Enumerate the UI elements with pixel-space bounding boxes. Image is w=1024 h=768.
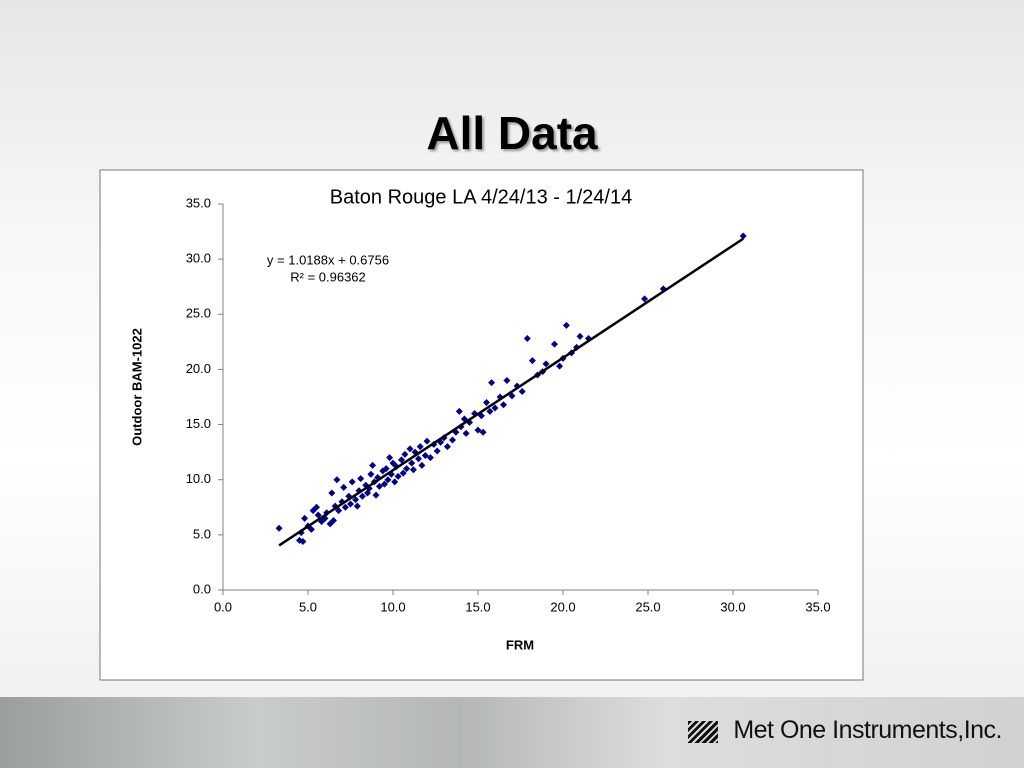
y-tick-label: 5.0 <box>193 526 211 541</box>
point <box>415 455 422 463</box>
point <box>426 454 434 462</box>
point <box>347 500 354 508</box>
point <box>556 362 564 370</box>
point <box>449 436 456 444</box>
point <box>382 465 390 473</box>
point <box>372 491 380 499</box>
point <box>562 321 570 329</box>
point <box>523 335 531 343</box>
chart-frame <box>99 169 864 681</box>
point <box>348 478 356 486</box>
point <box>384 476 392 484</box>
point <box>423 437 431 445</box>
point <box>367 470 375 478</box>
logo-icon <box>688 721 718 743</box>
point <box>394 472 402 480</box>
point <box>358 492 366 500</box>
point <box>313 503 320 511</box>
point <box>314 511 322 519</box>
y-tick-label: 20.0 <box>186 361 211 376</box>
x-tick-label: 20.0 <box>550 599 575 614</box>
point <box>491 404 499 412</box>
point <box>518 387 526 395</box>
point <box>483 399 490 407</box>
y-tick-label: 15.0 <box>186 416 211 431</box>
point <box>398 456 405 464</box>
point <box>474 426 482 434</box>
logo: Met One Instruments,Inc. <box>733 716 1002 744</box>
trendline <box>278 237 744 547</box>
point <box>333 476 341 484</box>
point <box>421 451 429 459</box>
point <box>330 517 337 525</box>
chart-title: Baton Rouge LA 4/24/13 - 1/24/14 <box>330 186 632 208</box>
point <box>335 507 343 515</box>
point <box>409 466 417 474</box>
point <box>299 537 307 545</box>
y-tick-label: 30.0 <box>186 251 211 266</box>
point <box>418 461 426 469</box>
y-tick-label: 10.0 <box>186 471 211 486</box>
point <box>443 443 451 451</box>
point <box>357 475 365 483</box>
point <box>528 357 536 365</box>
point <box>341 503 349 511</box>
point <box>576 332 584 340</box>
y-tick-label: 0.0 <box>193 581 211 596</box>
point <box>353 502 361 510</box>
y-tick-label: 35.0 <box>186 195 211 210</box>
x-tick-label: 15.0 <box>465 599 490 614</box>
point <box>488 379 496 387</box>
x-tick-label: 35.0 <box>805 599 830 614</box>
footer-band <box>0 697 1024 768</box>
point <box>301 514 309 522</box>
point <box>401 450 409 458</box>
point <box>381 480 388 488</box>
equation: y = 1.0188x + 0.6756 <box>267 252 389 267</box>
point <box>386 454 394 462</box>
r-squared: R² = 0.96362 <box>290 269 366 284</box>
x-axis-label: FRM <box>506 637 534 652</box>
y-axis-label: Outdoor BAM-1022 <box>129 328 144 446</box>
point <box>275 524 283 532</box>
point <box>328 489 336 497</box>
point <box>739 232 747 240</box>
x-tick-label: 5.0 <box>299 599 317 614</box>
point <box>375 482 383 490</box>
point <box>641 295 649 303</box>
slide-title: All Data <box>426 107 598 159</box>
point <box>455 407 463 415</box>
point <box>369 461 377 469</box>
x-tick-label: 30.0 <box>720 599 745 614</box>
point <box>416 443 424 451</box>
x-tick-label: 10.0 <box>380 599 405 614</box>
x-tick-label: 0.0 <box>214 599 232 614</box>
point <box>408 459 416 467</box>
point <box>433 447 441 455</box>
point <box>479 428 487 436</box>
point <box>500 401 507 409</box>
point <box>399 469 407 477</box>
point <box>486 407 494 415</box>
point <box>542 360 550 368</box>
point <box>406 445 414 453</box>
point <box>462 429 470 437</box>
point <box>352 496 360 504</box>
point <box>340 483 348 491</box>
point <box>551 340 558 348</box>
point <box>307 525 315 533</box>
point <box>403 465 411 473</box>
y-tick-label: 25.0 <box>186 306 211 321</box>
point <box>391 478 399 486</box>
x-tick-label: 25.0 <box>635 599 660 614</box>
point <box>503 376 511 384</box>
